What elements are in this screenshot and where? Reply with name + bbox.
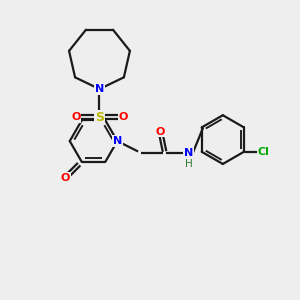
Text: Cl: Cl [257, 147, 269, 157]
Text: N: N [184, 148, 193, 158]
Text: O: O [61, 173, 70, 183]
Text: N: N [95, 84, 104, 94]
Text: H: H [185, 159, 193, 169]
Text: O: O [156, 127, 165, 136]
Text: O: O [71, 112, 80, 122]
Text: N: N [113, 136, 122, 146]
Text: S: S [95, 111, 104, 124]
Text: O: O [118, 112, 128, 122]
